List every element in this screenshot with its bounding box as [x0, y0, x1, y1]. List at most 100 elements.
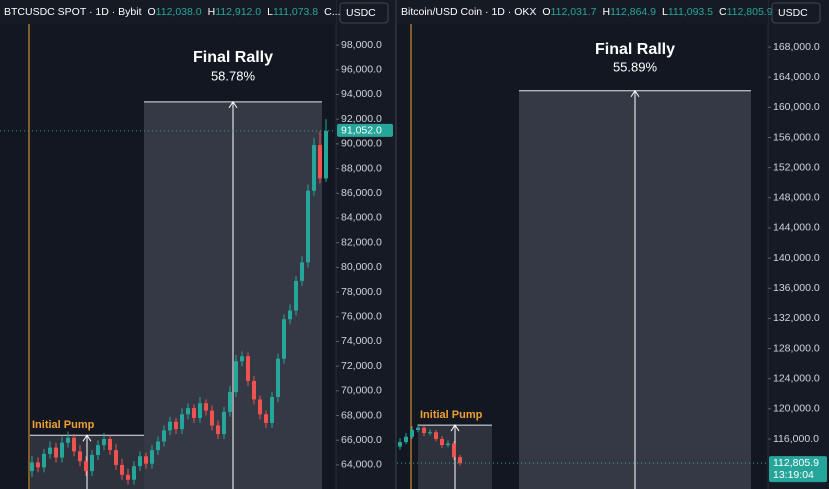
countdown: 13:19:04: [773, 469, 814, 481]
candle-body: [300, 262, 304, 281]
candle-body: [294, 280, 298, 311]
y-tick-label: 160,000.0: [773, 101, 820, 113]
currency: USDC: [778, 7, 808, 19]
annotation-change: 55.89%: [613, 59, 658, 74]
candle-body: [228, 392, 232, 412]
candle-body: [440, 439, 444, 446]
arrow-head: [228, 100, 238, 109]
ohlc-key: L: [267, 6, 273, 18]
candle-body: [132, 466, 136, 480]
annotation-label: Initial Pump: [32, 419, 95, 431]
candle-body: [252, 380, 256, 400]
candle-body: [434, 432, 438, 440]
candle-body: [54, 447, 58, 458]
y-tick-label: 152,000.0: [773, 161, 820, 173]
header-bar: [397, 0, 768, 24]
candle-body: [138, 456, 142, 467]
candle-body: [204, 403, 208, 411]
y-tick-label: 64,000.0: [341, 459, 382, 471]
currency-button[interactable]: [339, 2, 389, 24]
candle-body: [246, 356, 250, 381]
candle-body: [186, 408, 190, 415]
candle-body: [428, 432, 432, 434]
candle-body: [144, 456, 148, 464]
header: BTCUSDC SPOT · 1D · Bybit O112,038.0 H112,…: [4, 6, 340, 18]
arrow-head: [82, 434, 92, 442]
candle-body: [102, 438, 106, 446]
ohlc-key: O: [148, 6, 156, 18]
header-bar: [0, 0, 336, 24]
candle-body: [42, 453, 46, 468]
y-tick-label: 148,000.0: [773, 192, 820, 204]
last-price-badge: [769, 456, 827, 483]
last-price-label: 112,805.9: [773, 457, 819, 469]
currency: USDC: [346, 7, 376, 19]
candle-body: [78, 451, 82, 462]
candle-body: [306, 190, 310, 263]
annotation-title: Final Rally: [193, 49, 273, 66]
y-tick-label: 136,000.0: [773, 282, 820, 294]
y-tick-label: 76,000.0: [341, 311, 382, 323]
candle-body: [258, 399, 262, 415]
last-price-badge: [337, 123, 393, 137]
ohlc-value: 112,031.7: [551, 6, 597, 18]
candle-body: [66, 437, 70, 443]
ohlc-key: H: [602, 6, 610, 18]
candle-body: [458, 457, 462, 464]
y-tick-label: 66,000.0: [341, 434, 382, 446]
candle-body: [416, 427, 420, 430]
ohlc-value: 111,073.8: [273, 6, 318, 18]
candle-body: [156, 441, 160, 451]
candle-body: [192, 408, 196, 418]
y-tick-label: 82,000.0: [341, 236, 382, 248]
candle-body: [150, 450, 154, 464]
plot-area: [397, 0, 768, 489]
candle-body: [240, 356, 244, 362]
ohlc-value: 112,805.9...: [727, 6, 782, 18]
y-tick-label: 98,000.0: [341, 39, 382, 51]
ohlc-value: 112,912.0: [215, 6, 261, 18]
candle-body: [422, 427, 426, 433]
candle-body: [30, 462, 34, 472]
ohlc-key: C: [719, 6, 727, 18]
y-tick-label: 74,000.0: [341, 335, 382, 347]
price-axis: [768, 0, 829, 489]
header: Bitcoin/USD Coin · 1D · OKX O112,031.7 H11…: [401, 6, 781, 18]
y-tick-label: 120,000.0: [773, 403, 820, 415]
y-tick-label: 144,000.0: [773, 222, 820, 234]
candle-body: [264, 414, 268, 423]
y-tick-label: 92,000.0: [341, 113, 382, 125]
annotation-title: Final Rally: [595, 41, 675, 58]
candle-body: [446, 443, 450, 446]
panel-divider: [395, 0, 397, 489]
y-tick-label: 80,000.0: [341, 261, 382, 273]
y-tick-label: 96,000.0: [341, 64, 382, 76]
y-tick-label: 72,000.0: [341, 360, 382, 372]
candle-body: [108, 438, 112, 451]
candle-body: [222, 411, 226, 435]
ohlc-key: H: [208, 6, 216, 18]
candle-body: [174, 421, 178, 430]
symbol: BTCUSDC SPOT · 1D · Bybit: [4, 6, 142, 18]
candle-body: [48, 447, 52, 454]
candle-body: [114, 450, 118, 465]
y-tick-label: 140,000.0: [773, 252, 820, 264]
ohlc-key: C...: [324, 6, 340, 18]
y-tick-label: 128,000.0: [773, 342, 820, 354]
ohlc-value: 111,093.5: [668, 6, 713, 18]
candle-body: [324, 130, 328, 179]
candle-body: [282, 319, 286, 359]
currency-button[interactable]: [771, 2, 821, 24]
y-tick-label: 78,000.0: [341, 286, 382, 298]
y-tick-label: 94,000.0: [341, 88, 382, 100]
candle-body: [398, 442, 402, 447]
y-tick-label: 84,000.0: [341, 212, 382, 224]
candle-body: [84, 461, 88, 472]
y-tick-label: 90,000.0: [341, 138, 382, 150]
candle-body: [276, 358, 280, 398]
candle-body: [410, 429, 414, 437]
y-tick-label: 132,000.0: [773, 312, 820, 324]
candle-body: [234, 361, 238, 393]
candle-body: [210, 410, 214, 426]
